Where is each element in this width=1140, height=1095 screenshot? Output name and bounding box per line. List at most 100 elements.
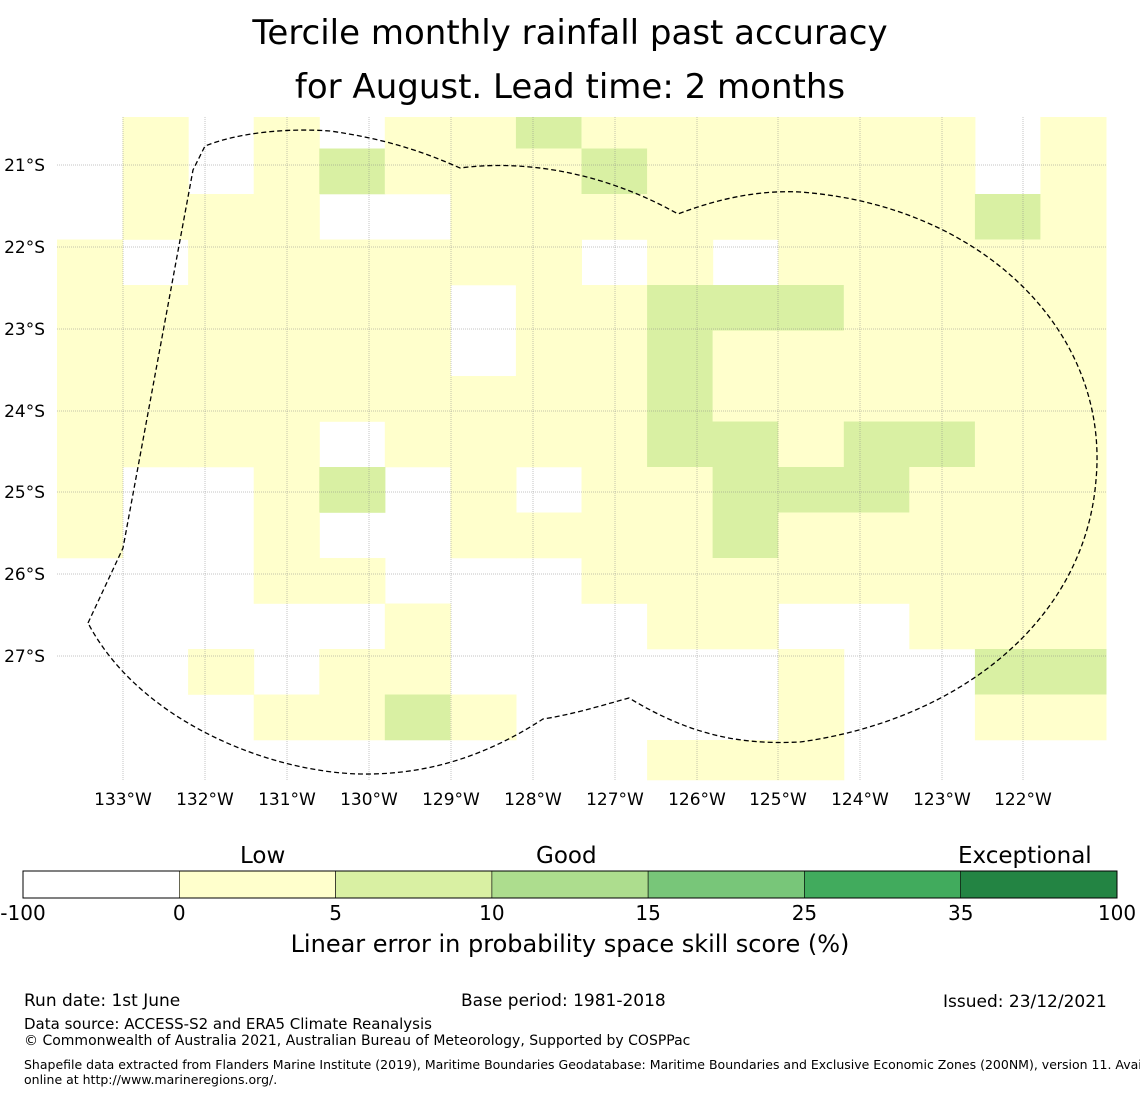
grid-cell: [581, 330, 648, 377]
lon-tick-label: 132°W: [176, 790, 234, 810]
grid-cell: [647, 285, 714, 331]
grid-cell: [974, 558, 1041, 604]
grid-cell: [647, 194, 714, 240]
lat-tick-label: 23°S: [4, 320, 45, 340]
lon-tick-label: 129°W: [422, 790, 480, 810]
grid-cell: [712, 117, 779, 149]
grid-cell: [384, 421, 451, 468]
grid-cell: [843, 512, 910, 559]
grid-cell: [188, 285, 255, 331]
grid-cell: [1040, 148, 1107, 195]
colorbar-tick-label: 35: [947, 901, 974, 925]
skill-grid: [57, 117, 1107, 781]
grid-cell: [778, 117, 845, 149]
grid-cell: [253, 421, 320, 468]
grid-cell: [57, 239, 124, 286]
grid-cell: [122, 194, 189, 240]
lon-tick-label: 127°W: [586, 790, 644, 810]
grid-cell: [909, 330, 976, 377]
colorbar-tick-label: 25: [791, 901, 818, 925]
grid-cell: [712, 421, 779, 468]
grid-cell: [57, 376, 124, 422]
grid-cell: [974, 649, 1041, 695]
grid-cell: [319, 694, 386, 741]
grid-cell: [515, 512, 582, 559]
grid-cell: [909, 376, 976, 422]
grid-cell: [712, 558, 779, 604]
lon-tick-label: 133°W: [94, 790, 152, 810]
grid-cell: [974, 421, 1041, 468]
data-source: Data source: ACCESS-S2 and ERA5 Climate …: [24, 1015, 432, 1033]
grid-cell: [450, 194, 517, 240]
grid-cell: [57, 330, 124, 377]
grid-cell: [384, 603, 451, 650]
grid-cell: [1040, 694, 1107, 741]
grid-cell: [122, 148, 189, 195]
chart-title: Tercile monthly rainfall past accuracy f…: [0, 6, 1140, 114]
grid-cell: [1040, 330, 1107, 377]
colorbar-label-exceptional: Exceptional: [958, 843, 1092, 869]
grid-cell: [909, 194, 976, 240]
grid-cell: [647, 558, 714, 604]
latitude-labels: 21°S 22°S 23°S 24°S 25°S 26°S 27°S: [4, 156, 45, 667]
title-line-2: for August. Lead time: 2 months: [294, 67, 846, 107]
grid-cell: [122, 117, 189, 149]
grid-cell: [581, 285, 648, 331]
grid-cell: [581, 467, 648, 513]
grid-cell: [450, 376, 517, 422]
grid-cell: [778, 330, 845, 377]
lon-tick-label: 128°W: [504, 790, 562, 810]
lat-tick-label: 24°S: [4, 402, 45, 422]
grid-cell: [450, 512, 517, 559]
grid-cell: [778, 694, 845, 741]
grid-cell: [647, 603, 714, 650]
grid-cell: [384, 649, 451, 695]
grid-cell: [57, 285, 124, 331]
shapefile-credit-line-2: online at http://www.marineregions.org/.: [24, 1072, 278, 1087]
run-date: Run date: 1st June: [24, 991, 181, 1011]
colorbar-segment: [179, 870, 336, 899]
grid-cell: [515, 239, 582, 286]
grid-cell: [712, 285, 779, 331]
grid-cell: [253, 239, 320, 286]
grid-cell: [778, 421, 845, 468]
grid-cell: [974, 330, 1041, 377]
grid-cell: [581, 148, 648, 195]
grid-cell: [647, 376, 714, 422]
grid-cell: [515, 330, 582, 377]
grid-cell: [188, 421, 255, 468]
grid-cell: [843, 558, 910, 604]
title-line-1: Tercile monthly rainfall past accuracy: [252, 13, 888, 53]
grid-cell: [647, 117, 714, 149]
lon-tick-label: 126°W: [668, 790, 726, 810]
grid-cell: [319, 285, 386, 331]
grid-cell: [122, 421, 189, 468]
grid-cell: [581, 421, 648, 468]
grid-cell: [384, 285, 451, 331]
grid-cell: [647, 740, 714, 781]
grid-cell: [319, 376, 386, 422]
grid-cell: [909, 603, 976, 650]
grid-cell: [974, 694, 1041, 741]
lon-tick-label: 123°W: [913, 790, 971, 810]
grid-cell: [450, 117, 517, 149]
grid-cell: [450, 421, 517, 468]
grid-cell: [778, 148, 845, 195]
grid-cell: [778, 558, 845, 604]
grid-cell: [122, 285, 189, 331]
grid-cell: [450, 467, 517, 513]
grid-cell: [778, 376, 845, 422]
grid-cell: [188, 194, 255, 240]
grid-cell: [1040, 117, 1107, 149]
grid-cell: [581, 376, 648, 422]
grid-cell: [974, 603, 1041, 650]
grid-cell: [843, 330, 910, 377]
grid-cell: [974, 467, 1041, 513]
grid-cell: [188, 649, 255, 695]
longitude-labels: 133°W 132°W 131°W 130°W 129°W 128°W 127°W 126°W…: [94, 790, 1052, 810]
grid-cell: [843, 194, 910, 240]
colorbar-frame: [22, 870, 1118, 899]
grid-cell: [974, 194, 1041, 240]
grid-cell: [1040, 194, 1107, 240]
